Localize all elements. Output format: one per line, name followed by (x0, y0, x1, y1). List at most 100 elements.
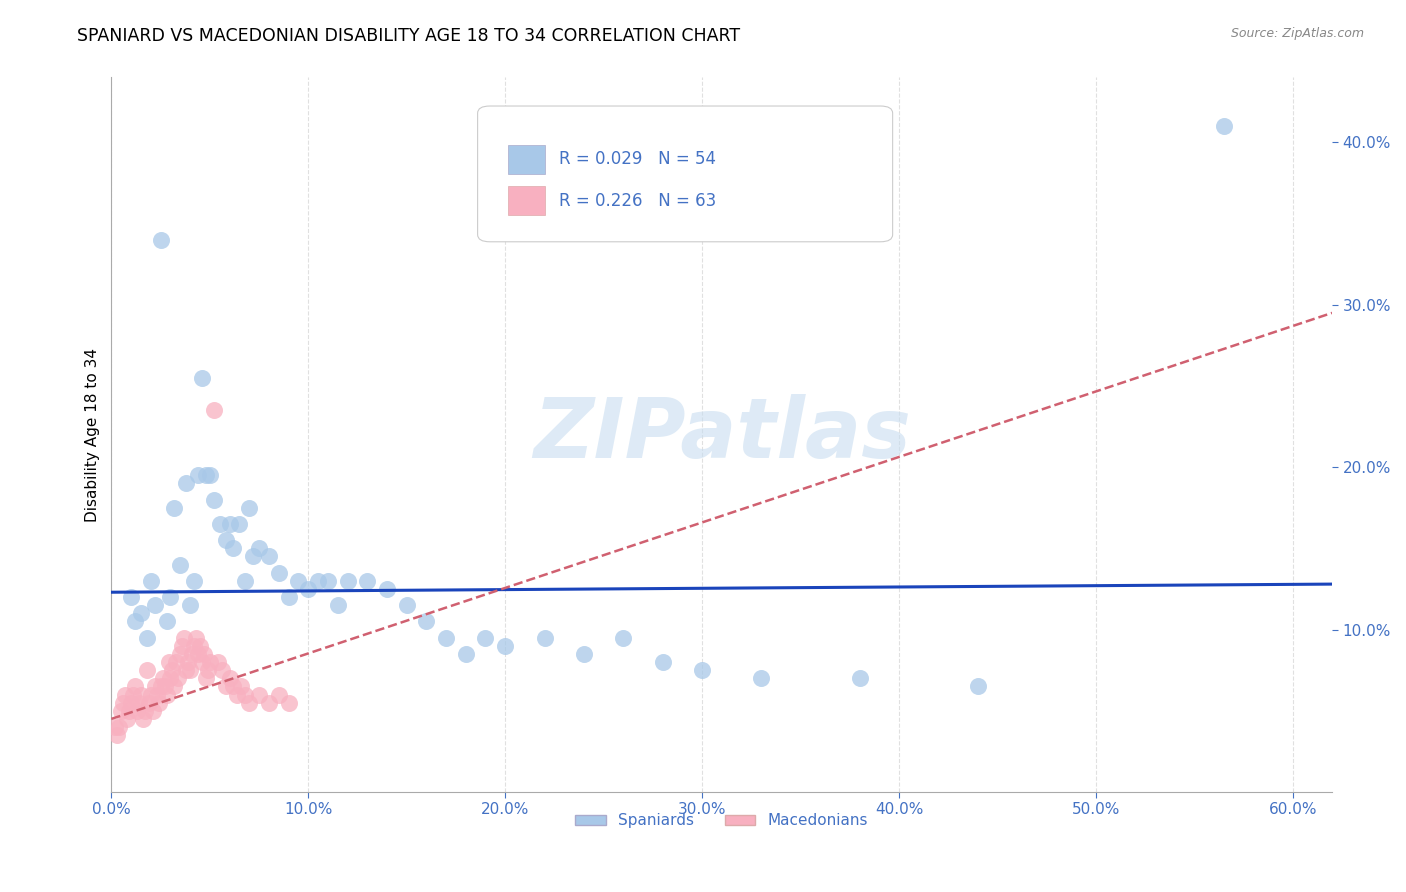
Point (208, 516, 231, 531)
Point (267, 566, 290, 580)
Point (162, 663, 184, 677)
Point (242, 549, 264, 564)
Point (307, 574, 329, 588)
Point (848, 671, 870, 685)
Point (138, 696, 160, 710)
Point (124, 615, 146, 629)
Point (194, 671, 217, 685)
Point (148, 696, 170, 710)
Point (155, 615, 177, 629)
Point (226, 688, 249, 702)
Point (395, 598, 418, 612)
Point (181, 647, 204, 661)
Point (173, 631, 195, 645)
Point (214, 533, 236, 548)
Point (177, 655, 200, 669)
Point (143, 598, 166, 612)
Point (267, 688, 290, 702)
Point (211, 663, 233, 677)
Point (277, 590, 299, 604)
Point (966, 680, 988, 694)
Point (153, 680, 176, 694)
Point (233, 574, 256, 588)
Point (228, 516, 250, 531)
Point (134, 704, 156, 718)
Point (159, 671, 181, 685)
Point (104, 720, 127, 734)
Point (494, 639, 516, 653)
Point (198, 655, 221, 669)
Point (174, 663, 197, 677)
Point (326, 598, 349, 612)
Point (105, 728, 128, 742)
Point (233, 688, 256, 702)
Point (533, 631, 555, 645)
Point (165, 655, 187, 669)
Point (169, 647, 191, 661)
Point (454, 647, 477, 661)
Point (434, 631, 457, 645)
Point (198, 468, 221, 483)
Point (222, 680, 245, 694)
Point (238, 696, 260, 710)
Point (191, 371, 214, 385)
Point (184, 631, 207, 645)
Point (139, 574, 162, 588)
Point (356, 574, 378, 588)
Point (194, 468, 217, 483)
Point (122, 688, 145, 702)
Point (612, 631, 634, 645)
Point (474, 631, 496, 645)
Point (257, 549, 280, 564)
Point (690, 663, 713, 677)
Point (149, 680, 172, 694)
Point (183, 574, 205, 588)
Point (187, 468, 209, 483)
Point (1212, 119, 1234, 133)
Point (415, 615, 437, 629)
Point (167, 671, 190, 685)
Point (231, 680, 253, 694)
Point (202, 492, 225, 507)
Point (159, 590, 181, 604)
Point (120, 696, 142, 710)
Text: SPANIARD VS MACEDONIAN DISABILITY AGE 18 TO 34 CORRELATION CHART: SPANIARD VS MACEDONIAN DISABILITY AGE 18… (77, 27, 741, 45)
Point (120, 590, 142, 604)
Point (163, 500, 186, 515)
Point (145, 688, 167, 702)
Point (179, 663, 201, 677)
Point (247, 541, 270, 556)
Point (169, 558, 191, 572)
Point (143, 680, 166, 694)
Point (375, 582, 398, 596)
Point (172, 639, 194, 653)
Point (118, 704, 141, 718)
Text: ZIPatlas: ZIPatlas (533, 394, 911, 475)
Legend: Spaniards, Macedonians: Spaniards, Macedonians (569, 807, 875, 834)
Point (247, 688, 270, 702)
Point (257, 696, 280, 710)
Point (108, 720, 131, 734)
Point (214, 680, 236, 694)
Point (336, 574, 359, 588)
Point (191, 655, 214, 669)
Point (129, 688, 152, 702)
Point (149, 233, 172, 247)
Point (187, 647, 209, 661)
Point (155, 688, 177, 702)
Point (188, 639, 211, 653)
Point (193, 647, 215, 661)
Y-axis label: Disability Age 18 to 34: Disability Age 18 to 34 (86, 348, 100, 522)
Point (179, 598, 201, 612)
FancyBboxPatch shape (478, 106, 893, 242)
Point (197, 663, 219, 677)
Point (207, 655, 229, 669)
Point (129, 607, 152, 621)
Point (110, 704, 132, 718)
Point (115, 712, 138, 726)
Point (297, 582, 319, 596)
FancyBboxPatch shape (508, 186, 544, 215)
Point (124, 680, 146, 694)
Point (749, 671, 772, 685)
Point (163, 680, 186, 694)
